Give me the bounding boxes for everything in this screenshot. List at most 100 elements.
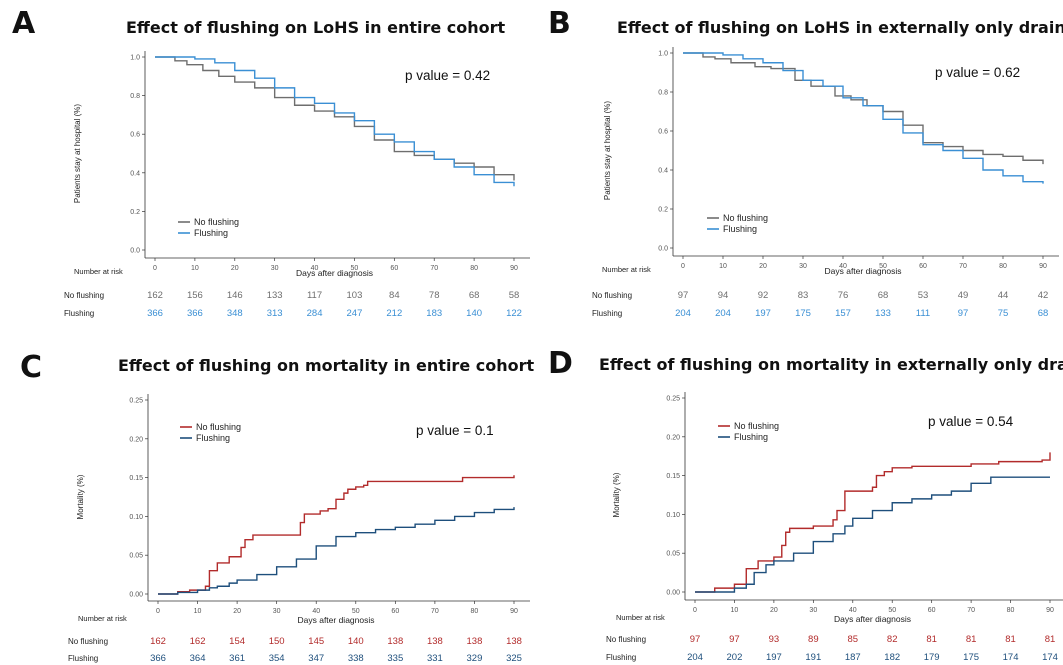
x-tick-label-d: 70 bbox=[967, 607, 975, 614]
y-tick-label-d: 0.20 bbox=[666, 434, 680, 441]
y-tick-label-d: 0.00 bbox=[666, 590, 680, 597]
risk-value-c-0: 138 bbox=[506, 636, 522, 647]
x-tick-label-a: 90 bbox=[510, 265, 518, 272]
risk-value-a-0: 84 bbox=[389, 290, 400, 301]
x-tick-label-a: 80 bbox=[470, 265, 478, 272]
x-tick-label-a: 20 bbox=[231, 265, 239, 272]
risk-row-label-a-0: No flushing bbox=[64, 291, 104, 300]
y-tick-label-b: 0.2 bbox=[658, 207, 668, 214]
x-tick-label-d: 60 bbox=[928, 607, 936, 614]
legend-label-b-0: No flushing bbox=[723, 213, 768, 223]
y-tick-label-c: 0.10 bbox=[129, 514, 143, 521]
risk-value-d-0: 81 bbox=[1045, 634, 1056, 645]
risk-value-c-0: 138 bbox=[387, 636, 403, 647]
risk-value-d-0: 97 bbox=[729, 634, 740, 645]
risk-row-label-c-0: No flushing bbox=[68, 637, 108, 646]
risk-value-a-0: 68 bbox=[469, 290, 480, 301]
number-at-risk-title-a: Number at risk bbox=[74, 267, 123, 276]
risk-value-d-1: 174 bbox=[1003, 652, 1019, 663]
risk-value-d-1: 175 bbox=[963, 652, 979, 663]
y-tick-label-b: 1.0 bbox=[658, 51, 668, 58]
legend-label-d-1: Flushing bbox=[734, 432, 768, 442]
risk-value-d-0: 93 bbox=[769, 634, 780, 645]
x-tick-label-d: 30 bbox=[809, 607, 817, 614]
panel-letter-c: C bbox=[20, 350, 43, 385]
y-axis-label-c: Mortality (%) bbox=[76, 474, 85, 519]
risk-value-d-0: 85 bbox=[847, 634, 858, 645]
legend-label-c-1: Flushing bbox=[196, 433, 230, 443]
risk-value-a-1: 140 bbox=[466, 308, 482, 319]
y-tick-label-a: 0.4 bbox=[130, 170, 140, 177]
risk-value-c-1: 331 bbox=[427, 653, 443, 664]
y-tick-label-c: 0.25 bbox=[129, 398, 143, 405]
y-tick-label-d: 0.10 bbox=[666, 512, 680, 519]
panel-title-b: Effect of flushing on LoHS in externally… bbox=[617, 18, 1063, 37]
x-tick-label-d: 90 bbox=[1046, 607, 1054, 614]
risk-value-c-1: 338 bbox=[348, 653, 364, 664]
y-tick-label-a: 0.6 bbox=[130, 132, 140, 139]
risk-value-c-1: 325 bbox=[506, 653, 522, 664]
risk-value-a-1: 122 bbox=[506, 308, 522, 319]
risk-value-b-1: 133 bbox=[875, 308, 891, 319]
legend-label-b-1: Flushing bbox=[723, 224, 757, 234]
risk-value-a-1: 366 bbox=[187, 308, 203, 319]
number-at-risk-title-c: Number at risk bbox=[78, 614, 127, 623]
y-tick-label-a: 0.8 bbox=[130, 93, 140, 100]
x-tick-label-b: 60 bbox=[919, 263, 927, 270]
series-line-b-0 bbox=[683, 52, 1044, 165]
y-tick-label-c: 0.05 bbox=[129, 553, 143, 560]
risk-value-a-1: 366 bbox=[147, 308, 163, 319]
x-tick-label-c: 80 bbox=[471, 608, 479, 615]
risk-value-c-1: 366 bbox=[150, 653, 166, 664]
x-tick-label-a: 40 bbox=[311, 265, 319, 272]
y-tick-label-c: 0.15 bbox=[129, 475, 143, 482]
x-tick-label-d: 0 bbox=[693, 607, 697, 614]
x-tick-label-c: 20 bbox=[233, 608, 241, 615]
x-axis-label-a: Days after diagnosis bbox=[296, 268, 373, 278]
risk-value-a-0: 78 bbox=[429, 290, 440, 301]
p-value-d: p value = 0.54 bbox=[928, 414, 1014, 429]
risk-value-d-1: 182 bbox=[884, 652, 900, 663]
y-tick-label-c: 0.20 bbox=[129, 436, 143, 443]
risk-value-c-0: 140 bbox=[348, 636, 364, 647]
risk-value-b-1: 157 bbox=[835, 308, 851, 319]
y-axis-label-d: Mortality (%) bbox=[612, 472, 621, 517]
number-at-risk-title-b: Number at risk bbox=[602, 265, 651, 274]
risk-value-d-0: 81 bbox=[966, 634, 977, 645]
risk-value-d-1: 174 bbox=[1042, 652, 1058, 663]
x-tick-label-d: 50 bbox=[888, 607, 896, 614]
risk-value-c-1: 347 bbox=[308, 653, 324, 664]
x-axis-label-b: Days after diagnosis bbox=[824, 266, 901, 276]
x-tick-label-a: 0 bbox=[153, 265, 157, 272]
y-tick-label-a: 0.0 bbox=[130, 248, 140, 255]
risk-value-d-1: 191 bbox=[805, 652, 821, 663]
risk-value-b-0: 92 bbox=[758, 290, 769, 301]
risk-value-b-1: 204 bbox=[675, 308, 691, 319]
risk-value-b-0: 42 bbox=[1038, 290, 1049, 301]
x-tick-label-b: 30 bbox=[799, 263, 807, 270]
panel-title-c: Effect of flushing on mortality in entir… bbox=[118, 356, 535, 375]
risk-value-c-0: 162 bbox=[150, 636, 166, 647]
x-tick-label-c: 10 bbox=[194, 608, 202, 615]
y-tick-label-b: 0.0 bbox=[658, 246, 668, 253]
x-axis-label-d: Days after diagnosis bbox=[834, 614, 911, 624]
legend-label-a-0: No flushing bbox=[194, 217, 239, 227]
y-tick-label-b: 0.6 bbox=[658, 129, 668, 136]
x-tick-label-b: 50 bbox=[879, 263, 887, 270]
risk-value-a-0: 103 bbox=[347, 290, 363, 301]
x-tick-label-b: 20 bbox=[759, 263, 767, 270]
x-tick-label-c: 40 bbox=[312, 608, 320, 615]
series-line-c-0 bbox=[158, 475, 515, 595]
risk-value-b-1: 75 bbox=[998, 308, 1009, 319]
y-tick-label-b: 0.4 bbox=[658, 168, 668, 175]
risk-value-b-0: 97 bbox=[678, 290, 689, 301]
x-tick-label-a: 60 bbox=[390, 265, 398, 272]
x-tick-label-c: 0 bbox=[156, 608, 160, 615]
risk-row-label-b-1: Flushing bbox=[592, 309, 622, 318]
risk-value-b-1: 111 bbox=[916, 308, 930, 319]
risk-value-a-1: 247 bbox=[347, 308, 363, 319]
x-tick-label-d: 80 bbox=[1007, 607, 1015, 614]
risk-value-a-0: 146 bbox=[227, 290, 243, 301]
risk-value-c-0: 162 bbox=[190, 636, 206, 647]
